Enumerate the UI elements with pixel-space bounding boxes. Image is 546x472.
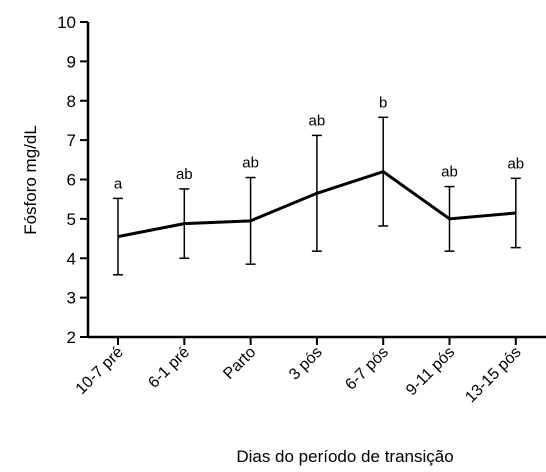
x-tick-label: 13-15 pós xyxy=(462,344,524,406)
annotation: ab xyxy=(242,155,259,172)
y-axis-label: Fósforo mg/dL xyxy=(21,125,40,235)
annotation: ab xyxy=(309,112,326,129)
y-tick-label: 8 xyxy=(67,92,76,111)
x-tick-label: 6-7 pós xyxy=(342,344,392,394)
y-tick-label: 10 xyxy=(57,13,76,32)
y-tick-label: 7 xyxy=(67,131,76,150)
annotation: a xyxy=(114,175,123,192)
x-tick-label: 3 pós xyxy=(286,344,326,384)
y-tick-label: 2 xyxy=(67,328,76,347)
x-tick-label: 9-11 pós xyxy=(403,344,458,399)
x-tick-label: 10-7 pré xyxy=(73,344,127,398)
annotation: ab xyxy=(441,164,458,181)
y-tick-label: 6 xyxy=(67,171,76,190)
x-axis-label: Dias do período de transição xyxy=(236,447,453,466)
annotation: b xyxy=(379,94,387,111)
line xyxy=(117,169,516,239)
y-tick-label: 5 xyxy=(67,210,76,229)
y-tick-label: 3 xyxy=(67,289,76,308)
y-tick-label: 4 xyxy=(67,249,76,268)
x-tick-label: 6-1 pré xyxy=(145,344,193,392)
x-tick-label: Parto xyxy=(220,344,259,383)
y-tick-label: 9 xyxy=(67,52,76,71)
annotation: ab xyxy=(507,155,524,172)
annotation: ab xyxy=(176,166,193,183)
